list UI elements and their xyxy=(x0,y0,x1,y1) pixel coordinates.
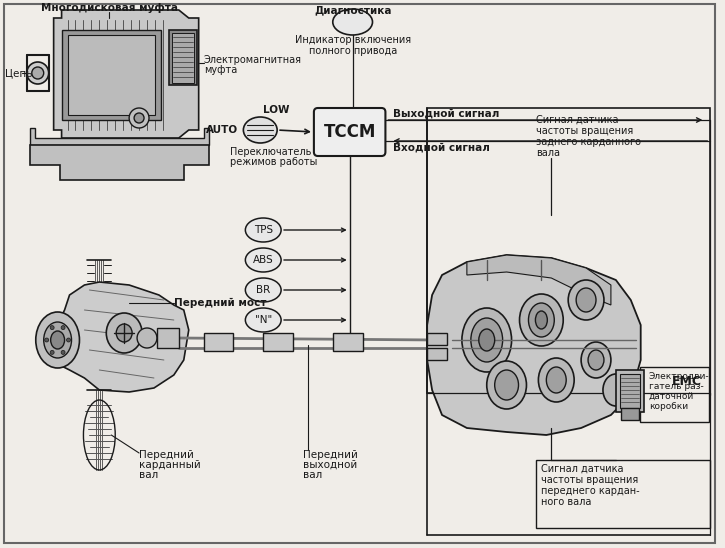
Bar xyxy=(616,370,644,412)
Ellipse shape xyxy=(61,326,65,329)
Polygon shape xyxy=(30,128,209,145)
Ellipse shape xyxy=(539,358,574,402)
Ellipse shape xyxy=(245,218,281,242)
Text: заднего карданного: заднего карданного xyxy=(536,137,642,147)
Ellipse shape xyxy=(462,308,512,372)
Ellipse shape xyxy=(32,67,44,79)
Text: режимов работы: режимов работы xyxy=(231,157,318,167)
Text: Цепь: Цепь xyxy=(5,68,33,78)
FancyBboxPatch shape xyxy=(314,108,386,156)
Text: коробки: коробки xyxy=(649,402,688,411)
Text: Входной сигнал: Входной сигнал xyxy=(394,143,490,153)
Ellipse shape xyxy=(67,338,70,342)
Polygon shape xyxy=(54,10,199,138)
Ellipse shape xyxy=(27,62,49,84)
Bar xyxy=(204,333,233,351)
Text: вал: вал xyxy=(139,470,158,480)
Text: гатель раз-: гатель раз- xyxy=(649,382,703,391)
Ellipse shape xyxy=(244,117,277,143)
Ellipse shape xyxy=(36,312,80,368)
Ellipse shape xyxy=(245,308,281,332)
Ellipse shape xyxy=(129,108,149,128)
Ellipse shape xyxy=(137,328,157,348)
Text: Переключатель: Переключатель xyxy=(231,147,312,157)
Bar xyxy=(172,33,194,83)
Text: Электродви-: Электродви- xyxy=(649,372,709,381)
Text: BR: BR xyxy=(256,285,270,295)
Text: Передний: Передний xyxy=(303,450,358,460)
Bar xyxy=(169,30,196,85)
Ellipse shape xyxy=(50,350,54,355)
Text: ного вала: ного вала xyxy=(542,497,592,507)
Ellipse shape xyxy=(603,374,629,406)
Ellipse shape xyxy=(529,303,555,337)
Ellipse shape xyxy=(478,329,494,351)
Text: TPS: TPS xyxy=(254,225,273,235)
Text: Выходной сигнал: Выходной сигнал xyxy=(394,108,500,118)
Ellipse shape xyxy=(471,318,502,362)
Bar xyxy=(536,460,710,528)
Text: полного привода: полного привода xyxy=(309,46,397,56)
Text: частоты вращения: частоты вращения xyxy=(536,126,634,136)
Text: Передний мост: Передний мост xyxy=(174,298,266,308)
Bar xyxy=(427,348,447,360)
Ellipse shape xyxy=(333,9,373,35)
Polygon shape xyxy=(57,282,188,392)
Bar xyxy=(263,333,293,351)
Text: "N": "N" xyxy=(254,315,272,325)
Text: выходной: выходной xyxy=(303,460,357,470)
Ellipse shape xyxy=(520,294,563,346)
Ellipse shape xyxy=(494,370,518,400)
Ellipse shape xyxy=(50,326,54,329)
Text: Индикатор включения: Индикатор включения xyxy=(294,35,410,45)
Bar xyxy=(621,408,639,420)
Ellipse shape xyxy=(61,350,65,355)
Text: TCCM: TCCM xyxy=(323,123,376,141)
Ellipse shape xyxy=(245,248,281,272)
Text: даточной: даточной xyxy=(649,392,694,401)
Bar xyxy=(62,30,161,120)
Text: переднего кардан-: переднего кардан- xyxy=(542,486,640,496)
Ellipse shape xyxy=(116,324,132,342)
Ellipse shape xyxy=(486,361,526,409)
Text: карданный: карданный xyxy=(139,460,201,470)
Bar xyxy=(620,374,639,408)
Text: Многодисковая муфта: Многодисковая муфта xyxy=(41,3,178,13)
Bar xyxy=(427,108,710,393)
Polygon shape xyxy=(427,255,641,435)
Text: вал: вал xyxy=(303,470,322,480)
Ellipse shape xyxy=(536,311,547,329)
Ellipse shape xyxy=(588,350,604,370)
Text: Диагностика: Диагностика xyxy=(314,5,392,15)
Polygon shape xyxy=(467,255,611,305)
Text: вала: вала xyxy=(536,148,560,158)
Ellipse shape xyxy=(51,331,65,349)
Ellipse shape xyxy=(44,322,72,358)
Text: AUTO: AUTO xyxy=(207,125,239,135)
Bar xyxy=(639,367,709,422)
Ellipse shape xyxy=(107,313,142,353)
Bar xyxy=(67,35,155,115)
Bar xyxy=(157,328,179,348)
Ellipse shape xyxy=(576,288,596,312)
Polygon shape xyxy=(30,145,209,180)
Text: Сигнал датчика: Сигнал датчика xyxy=(542,464,624,474)
Text: частоты вращения: частоты вращения xyxy=(542,475,639,485)
Ellipse shape xyxy=(547,367,566,393)
Ellipse shape xyxy=(581,342,611,378)
Ellipse shape xyxy=(568,280,604,320)
Text: Электромагнитная: Электромагнитная xyxy=(204,55,302,65)
Text: Передний: Передний xyxy=(139,450,194,460)
Ellipse shape xyxy=(45,338,49,342)
Text: LOW: LOW xyxy=(263,105,290,115)
Ellipse shape xyxy=(134,113,144,123)
Bar xyxy=(333,333,362,351)
Text: ABS: ABS xyxy=(253,255,273,265)
Ellipse shape xyxy=(245,278,281,302)
Text: EMC: EMC xyxy=(672,375,703,388)
Bar xyxy=(427,333,447,345)
Text: муфта: муфта xyxy=(204,65,237,75)
Text: Сигнал датчика: Сигнал датчика xyxy=(536,115,619,125)
